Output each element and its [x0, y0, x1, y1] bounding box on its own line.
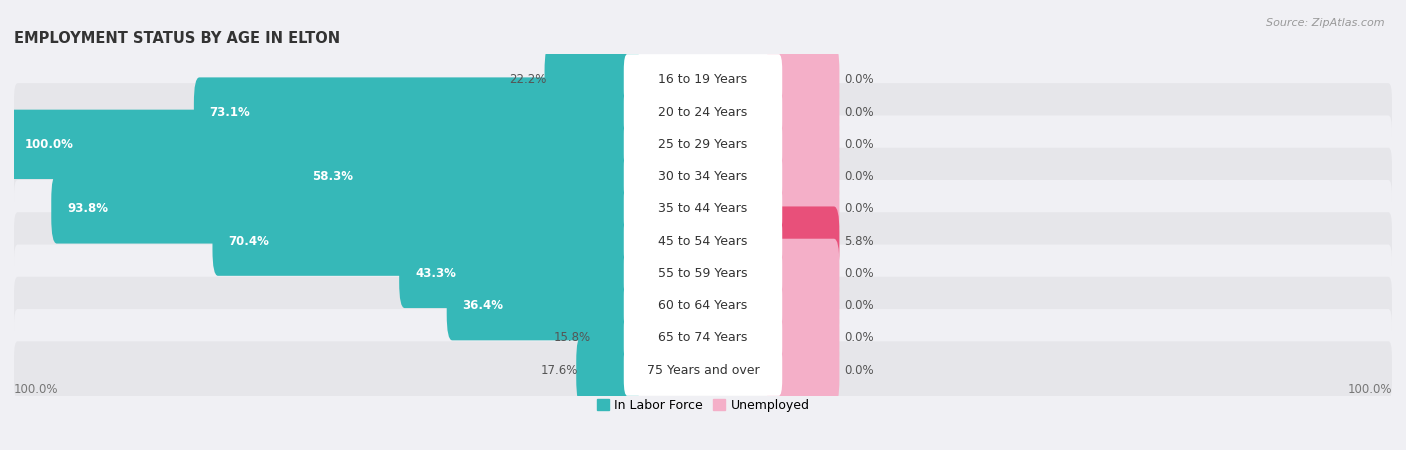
FancyBboxPatch shape	[544, 45, 640, 114]
Text: 60 to 64 Years: 60 to 64 Years	[658, 299, 748, 312]
FancyBboxPatch shape	[14, 180, 1392, 238]
Text: 0.0%: 0.0%	[844, 364, 875, 377]
FancyBboxPatch shape	[766, 174, 839, 243]
Text: 25 to 29 Years: 25 to 29 Years	[658, 138, 748, 151]
FancyBboxPatch shape	[624, 54, 782, 105]
FancyBboxPatch shape	[624, 280, 782, 331]
FancyBboxPatch shape	[8, 110, 640, 179]
FancyBboxPatch shape	[624, 216, 782, 267]
Text: 58.3%: 58.3%	[312, 170, 353, 183]
Text: EMPLOYMENT STATUS BY AGE IN ELTON: EMPLOYMENT STATUS BY AGE IN ELTON	[14, 31, 340, 46]
Text: 36.4%: 36.4%	[463, 299, 503, 312]
FancyBboxPatch shape	[624, 151, 782, 202]
Text: 75 Years and over: 75 Years and over	[647, 364, 759, 377]
FancyBboxPatch shape	[589, 303, 640, 373]
FancyBboxPatch shape	[14, 341, 1392, 399]
FancyBboxPatch shape	[624, 183, 782, 234]
Text: 0.0%: 0.0%	[844, 267, 875, 280]
Text: 0.0%: 0.0%	[844, 299, 875, 312]
Text: 43.3%: 43.3%	[415, 267, 456, 280]
FancyBboxPatch shape	[766, 238, 839, 308]
FancyBboxPatch shape	[766, 336, 839, 405]
Text: 100.0%: 100.0%	[24, 138, 73, 151]
FancyBboxPatch shape	[766, 303, 839, 373]
Text: Source: ZipAtlas.com: Source: ZipAtlas.com	[1267, 18, 1385, 28]
Text: 0.0%: 0.0%	[844, 170, 875, 183]
Text: 0.0%: 0.0%	[844, 73, 875, 86]
Text: 65 to 74 Years: 65 to 74 Years	[658, 331, 748, 344]
Text: 16 to 19 Years: 16 to 19 Years	[658, 73, 748, 86]
Text: 22.2%: 22.2%	[509, 73, 547, 86]
FancyBboxPatch shape	[14, 51, 1392, 109]
FancyBboxPatch shape	[624, 345, 782, 396]
Text: 17.6%: 17.6%	[541, 364, 578, 377]
FancyBboxPatch shape	[14, 212, 1392, 270]
FancyBboxPatch shape	[624, 86, 782, 138]
FancyBboxPatch shape	[14, 309, 1392, 367]
Text: 93.8%: 93.8%	[67, 202, 108, 216]
FancyBboxPatch shape	[447, 271, 640, 340]
Text: 45 to 54 Years: 45 to 54 Years	[658, 234, 748, 248]
FancyBboxPatch shape	[766, 271, 839, 340]
Legend: In Labor Force, Unemployed: In Labor Force, Unemployed	[592, 394, 814, 417]
FancyBboxPatch shape	[212, 207, 640, 276]
FancyBboxPatch shape	[624, 312, 782, 364]
FancyBboxPatch shape	[766, 77, 839, 147]
Text: 55 to 59 Years: 55 to 59 Years	[658, 267, 748, 280]
Text: 100.0%: 100.0%	[14, 383, 59, 396]
Text: 100.0%: 100.0%	[1347, 383, 1392, 396]
FancyBboxPatch shape	[766, 110, 839, 179]
Text: 0.0%: 0.0%	[844, 202, 875, 216]
FancyBboxPatch shape	[766, 45, 839, 114]
Text: 20 to 24 Years: 20 to 24 Years	[658, 106, 748, 119]
FancyBboxPatch shape	[14, 148, 1392, 206]
Text: 35 to 44 Years: 35 to 44 Years	[658, 202, 748, 216]
Text: 0.0%: 0.0%	[844, 138, 875, 151]
Text: 70.4%: 70.4%	[228, 234, 269, 248]
FancyBboxPatch shape	[14, 116, 1392, 173]
FancyBboxPatch shape	[51, 174, 640, 243]
Text: 15.8%: 15.8%	[554, 331, 591, 344]
FancyBboxPatch shape	[766, 207, 839, 276]
Text: 0.0%: 0.0%	[844, 106, 875, 119]
Text: 0.0%: 0.0%	[844, 331, 875, 344]
FancyBboxPatch shape	[194, 77, 640, 147]
FancyBboxPatch shape	[576, 336, 640, 405]
FancyBboxPatch shape	[295, 142, 640, 212]
FancyBboxPatch shape	[14, 244, 1392, 302]
FancyBboxPatch shape	[399, 238, 640, 308]
Text: 5.8%: 5.8%	[844, 234, 875, 248]
Text: 73.1%: 73.1%	[209, 106, 250, 119]
FancyBboxPatch shape	[14, 83, 1392, 141]
FancyBboxPatch shape	[14, 277, 1392, 334]
FancyBboxPatch shape	[624, 248, 782, 299]
FancyBboxPatch shape	[766, 142, 839, 212]
Text: 30 to 34 Years: 30 to 34 Years	[658, 170, 748, 183]
FancyBboxPatch shape	[624, 119, 782, 170]
